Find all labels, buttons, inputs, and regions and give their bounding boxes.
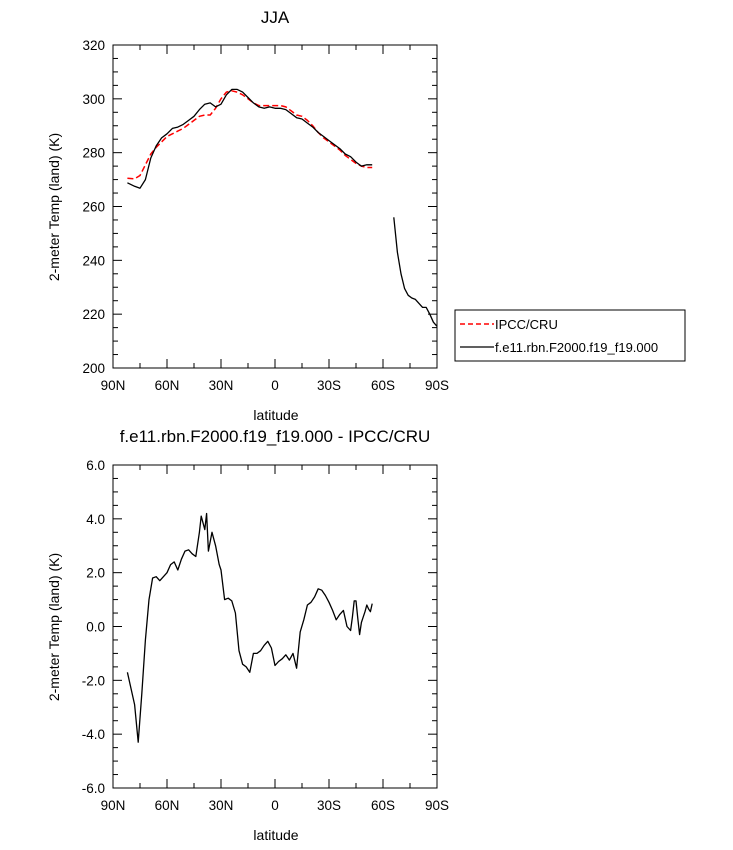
tick-marks [112, 464, 438, 789]
y-tick-label: 300 [82, 92, 105, 107]
x-tick-label: 30N [209, 798, 234, 813]
y-tick-label: -2.0 [82, 673, 105, 688]
chart-title: JJA [261, 8, 290, 27]
x-tick-label: 30S [317, 798, 341, 813]
y-tick-labels: 200 220 240 260 280 300 320 [82, 38, 105, 376]
x-axis-label: latitude [253, 407, 298, 423]
x-tick-label: 90N [101, 378, 126, 393]
y-tick-label: 220 [82, 307, 105, 322]
x-tick-label: 0 [271, 378, 279, 393]
plot-frame [112, 44, 438, 369]
y-tick-label: 0.0 [86, 620, 105, 635]
panel-top-jja: JJA latitude 2-meter Temp (land) (K) 90N… [46, 8, 686, 423]
x-tick-label: 90N [101, 798, 126, 813]
x-tick-label: 90S [425, 378, 449, 393]
series-line-model [126, 512, 373, 743]
y-tick-label: 320 [82, 38, 105, 53]
y-tick-label: 280 [82, 146, 105, 161]
y-tick-labels: -6.0 -4.0 -2.0 0.0 2.0 4.0 6.0 [82, 458, 105, 796]
y-tick-label: -6.0 [82, 781, 105, 796]
y-tick-label: 240 [82, 253, 105, 268]
y-tick-label: 2.0 [86, 566, 105, 581]
legend-label-model: f.e11.rbn.F2000.f19_f19.000 [495, 340, 658, 355]
x-tick-label: 30S [317, 378, 341, 393]
x-tick-label: 90S [425, 798, 449, 813]
x-tick-label: 30N [209, 378, 234, 393]
y-axis-label: 2-meter Temp (land) (K) [46, 133, 62, 281]
y-tick-label: 200 [82, 361, 105, 376]
x-tick-labels: 90N 60N 30N 0 30S 60S 90S [101, 378, 449, 393]
data-lines [126, 512, 373, 743]
x-tick-label: 60N [155, 378, 180, 393]
y-tick-label: 260 [82, 200, 105, 215]
y-tick-label: 4.0 [86, 512, 105, 527]
tick-marks [112, 44, 438, 369]
panel-bottom-difference: f.e11.rbn.F2000.f19_f19.000 - IPCC/CRU l… [46, 427, 449, 843]
x-tick-label: 60S [371, 378, 395, 393]
y-tick-label: 6.0 [86, 458, 105, 473]
x-tick-label: 60S [371, 798, 395, 813]
x-tick-labels: 90N 60N 30N 0 30S 60S 90S [101, 798, 449, 813]
plot-frame [112, 464, 438, 789]
x-tick-label: 0 [271, 798, 279, 813]
legend: IPCC/CRU f.e11.rbn.F2000.f19_f19.000 [454, 309, 686, 362]
y-tick-label: -4.0 [82, 727, 105, 742]
chart-title: f.e11.rbn.F2000.f19_f19.000 - IPCC/CRU [120, 427, 431, 446]
x-axis-label: latitude [253, 827, 298, 843]
y-axis-label: 2-meter Temp (land) (K) [46, 553, 62, 701]
legend-label-ipcc: IPCC/CRU [495, 317, 558, 332]
series-line-model-segment-0 [127, 88, 373, 189]
x-tick-label: 60N [155, 798, 180, 813]
series-line-ipcc-cru [127, 90, 373, 180]
series-line-model-segment-1 [393, 217, 438, 327]
data-lines [127, 88, 438, 327]
legend-box [454, 309, 686, 362]
